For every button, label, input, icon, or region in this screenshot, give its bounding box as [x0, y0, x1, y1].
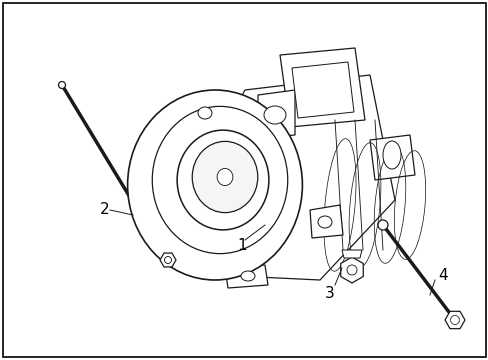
Polygon shape	[444, 311, 464, 329]
Ellipse shape	[177, 130, 268, 230]
Polygon shape	[340, 257, 363, 283]
Polygon shape	[341, 250, 361, 258]
Text: 4: 4	[437, 267, 447, 283]
Ellipse shape	[264, 106, 285, 124]
Polygon shape	[160, 253, 176, 267]
Ellipse shape	[241, 271, 254, 281]
Polygon shape	[280, 48, 364, 127]
Ellipse shape	[382, 141, 400, 169]
Text: 2: 2	[100, 202, 110, 217]
Polygon shape	[309, 205, 342, 238]
Text: 3: 3	[325, 285, 334, 301]
Ellipse shape	[317, 216, 331, 228]
Ellipse shape	[192, 141, 257, 213]
Ellipse shape	[377, 220, 387, 230]
Polygon shape	[258, 90, 294, 138]
Ellipse shape	[127, 90, 302, 280]
Text: 1: 1	[237, 238, 246, 252]
Ellipse shape	[152, 106, 287, 254]
Ellipse shape	[198, 107, 212, 119]
Ellipse shape	[217, 168, 232, 185]
Polygon shape	[369, 135, 414, 180]
Polygon shape	[224, 265, 267, 288]
Polygon shape	[184, 100, 227, 130]
Polygon shape	[291, 62, 353, 118]
Ellipse shape	[59, 81, 65, 89]
Polygon shape	[190, 75, 394, 280]
